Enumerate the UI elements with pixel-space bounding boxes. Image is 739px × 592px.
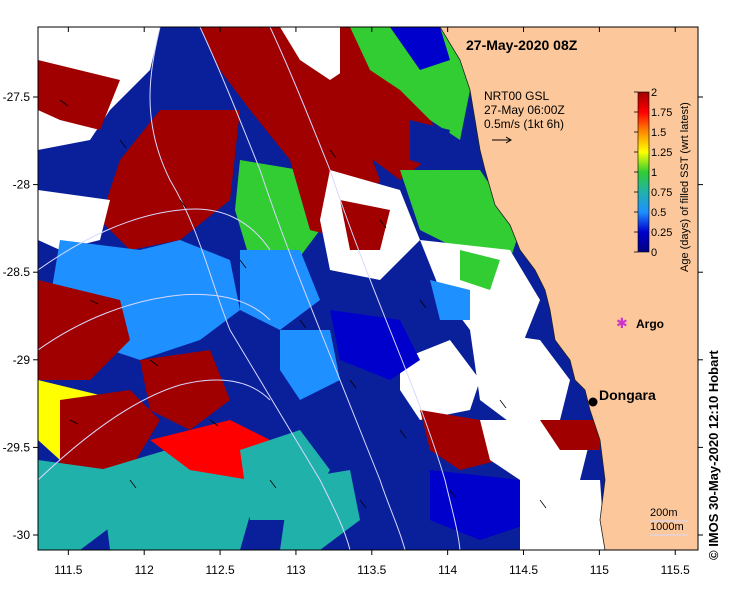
y-tick-label: -29.5: [3, 440, 31, 454]
x-tick-label: 113.5: [357, 563, 386, 577]
isobath-legend: 200m 1000m: [650, 507, 688, 536]
argo-asterisk-icon: ✱: [616, 315, 628, 331]
map-plot-area: [38, 27, 698, 550]
map-title: 27-May-2020 08Z: [466, 37, 578, 53]
isobath-200m-label: 200m: [650, 507, 678, 519]
plot-frame: [37, 26, 699, 551]
colorbar-label: Age (days) of filled SST (wrt latest): [679, 102, 691, 272]
x-axis-ticks: 111.5 112 112.5 113 113.5 114 114.5 115 115.5: [54, 27, 690, 577]
sst-age-field: [38, 27, 605, 550]
x-tick-label: 113: [286, 563, 305, 577]
y-tick-label: -27.5: [3, 90, 31, 104]
x-tick-label: 114.5: [509, 563, 538, 577]
y-tick-label: -29: [13, 353, 31, 367]
colorbar-tick-label: 0.75: [651, 187, 672, 199]
colorbar-tick-label: 1.5: [651, 127, 666, 139]
colorbar-tick-label: 1.25: [651, 147, 672, 159]
dongara-dot-icon: [588, 397, 598, 407]
colorbar-tick-label: 1.75: [651, 107, 672, 119]
y-tick-label: -28: [13, 178, 31, 192]
colorbar-ramp: [637, 91, 650, 253]
x-tick-label: 112: [135, 563, 154, 577]
x-tick-label: 115: [590, 563, 609, 577]
y-tick-label: -28.5: [3, 265, 31, 279]
current-model-label: NRT00 GSL: [484, 89, 549, 103]
colorbar-tick-label: 0: [651, 247, 657, 259]
current-scale-label: 0.5m/s (1kt 6h): [484, 117, 564, 131]
colorbar-tick-label: 0.5: [651, 207, 666, 219]
x-tick-label: 112.5: [205, 563, 234, 577]
argo-label: Argo: [636, 317, 664, 331]
argo-marker: ✱ Argo: [616, 315, 664, 331]
y-axis-ticks: -27.5 -28 -28.5 -29 -29.5 -30: [3, 90, 703, 542]
colorbar: 2 1.75 1.5 1.25 1 0.75 0.5 0.25 0 Age (days) of …: [634, 87, 691, 272]
x-tick-label: 111.5: [54, 563, 83, 577]
y-tick-label: -30: [13, 528, 31, 542]
colorbar-tick-label: 2: [651, 87, 657, 99]
current-vectors: [59, 99, 547, 509]
isobath-contours: [38, 27, 461, 550]
isobath-1000m-label: 1000m: [650, 521, 684, 533]
copyright-text: © IMOS 30-May-2020 12:10 Hobart: [706, 350, 721, 560]
x-tick-label: 114: [438, 563, 457, 577]
x-tick-label: 115.5: [661, 563, 690, 577]
current-time-label: 27-May 06:00Z: [484, 103, 565, 117]
dongara-label: Dongara: [599, 387, 656, 403]
colorbar-tick-label: 0.25: [651, 227, 672, 239]
colorbar-ticks: 2 1.75 1.5 1.25 1 0.75 0.5 0.25 0: [634, 87, 672, 259]
colorbar-tick-label: 1: [651, 167, 657, 179]
land-mass: [439, 27, 698, 550]
current-legend: NRT00 GSL 27-May 06:00Z 0.5m/s (1kt 6h): [484, 89, 565, 144]
dongara-marker: Dongara: [588, 387, 656, 407]
